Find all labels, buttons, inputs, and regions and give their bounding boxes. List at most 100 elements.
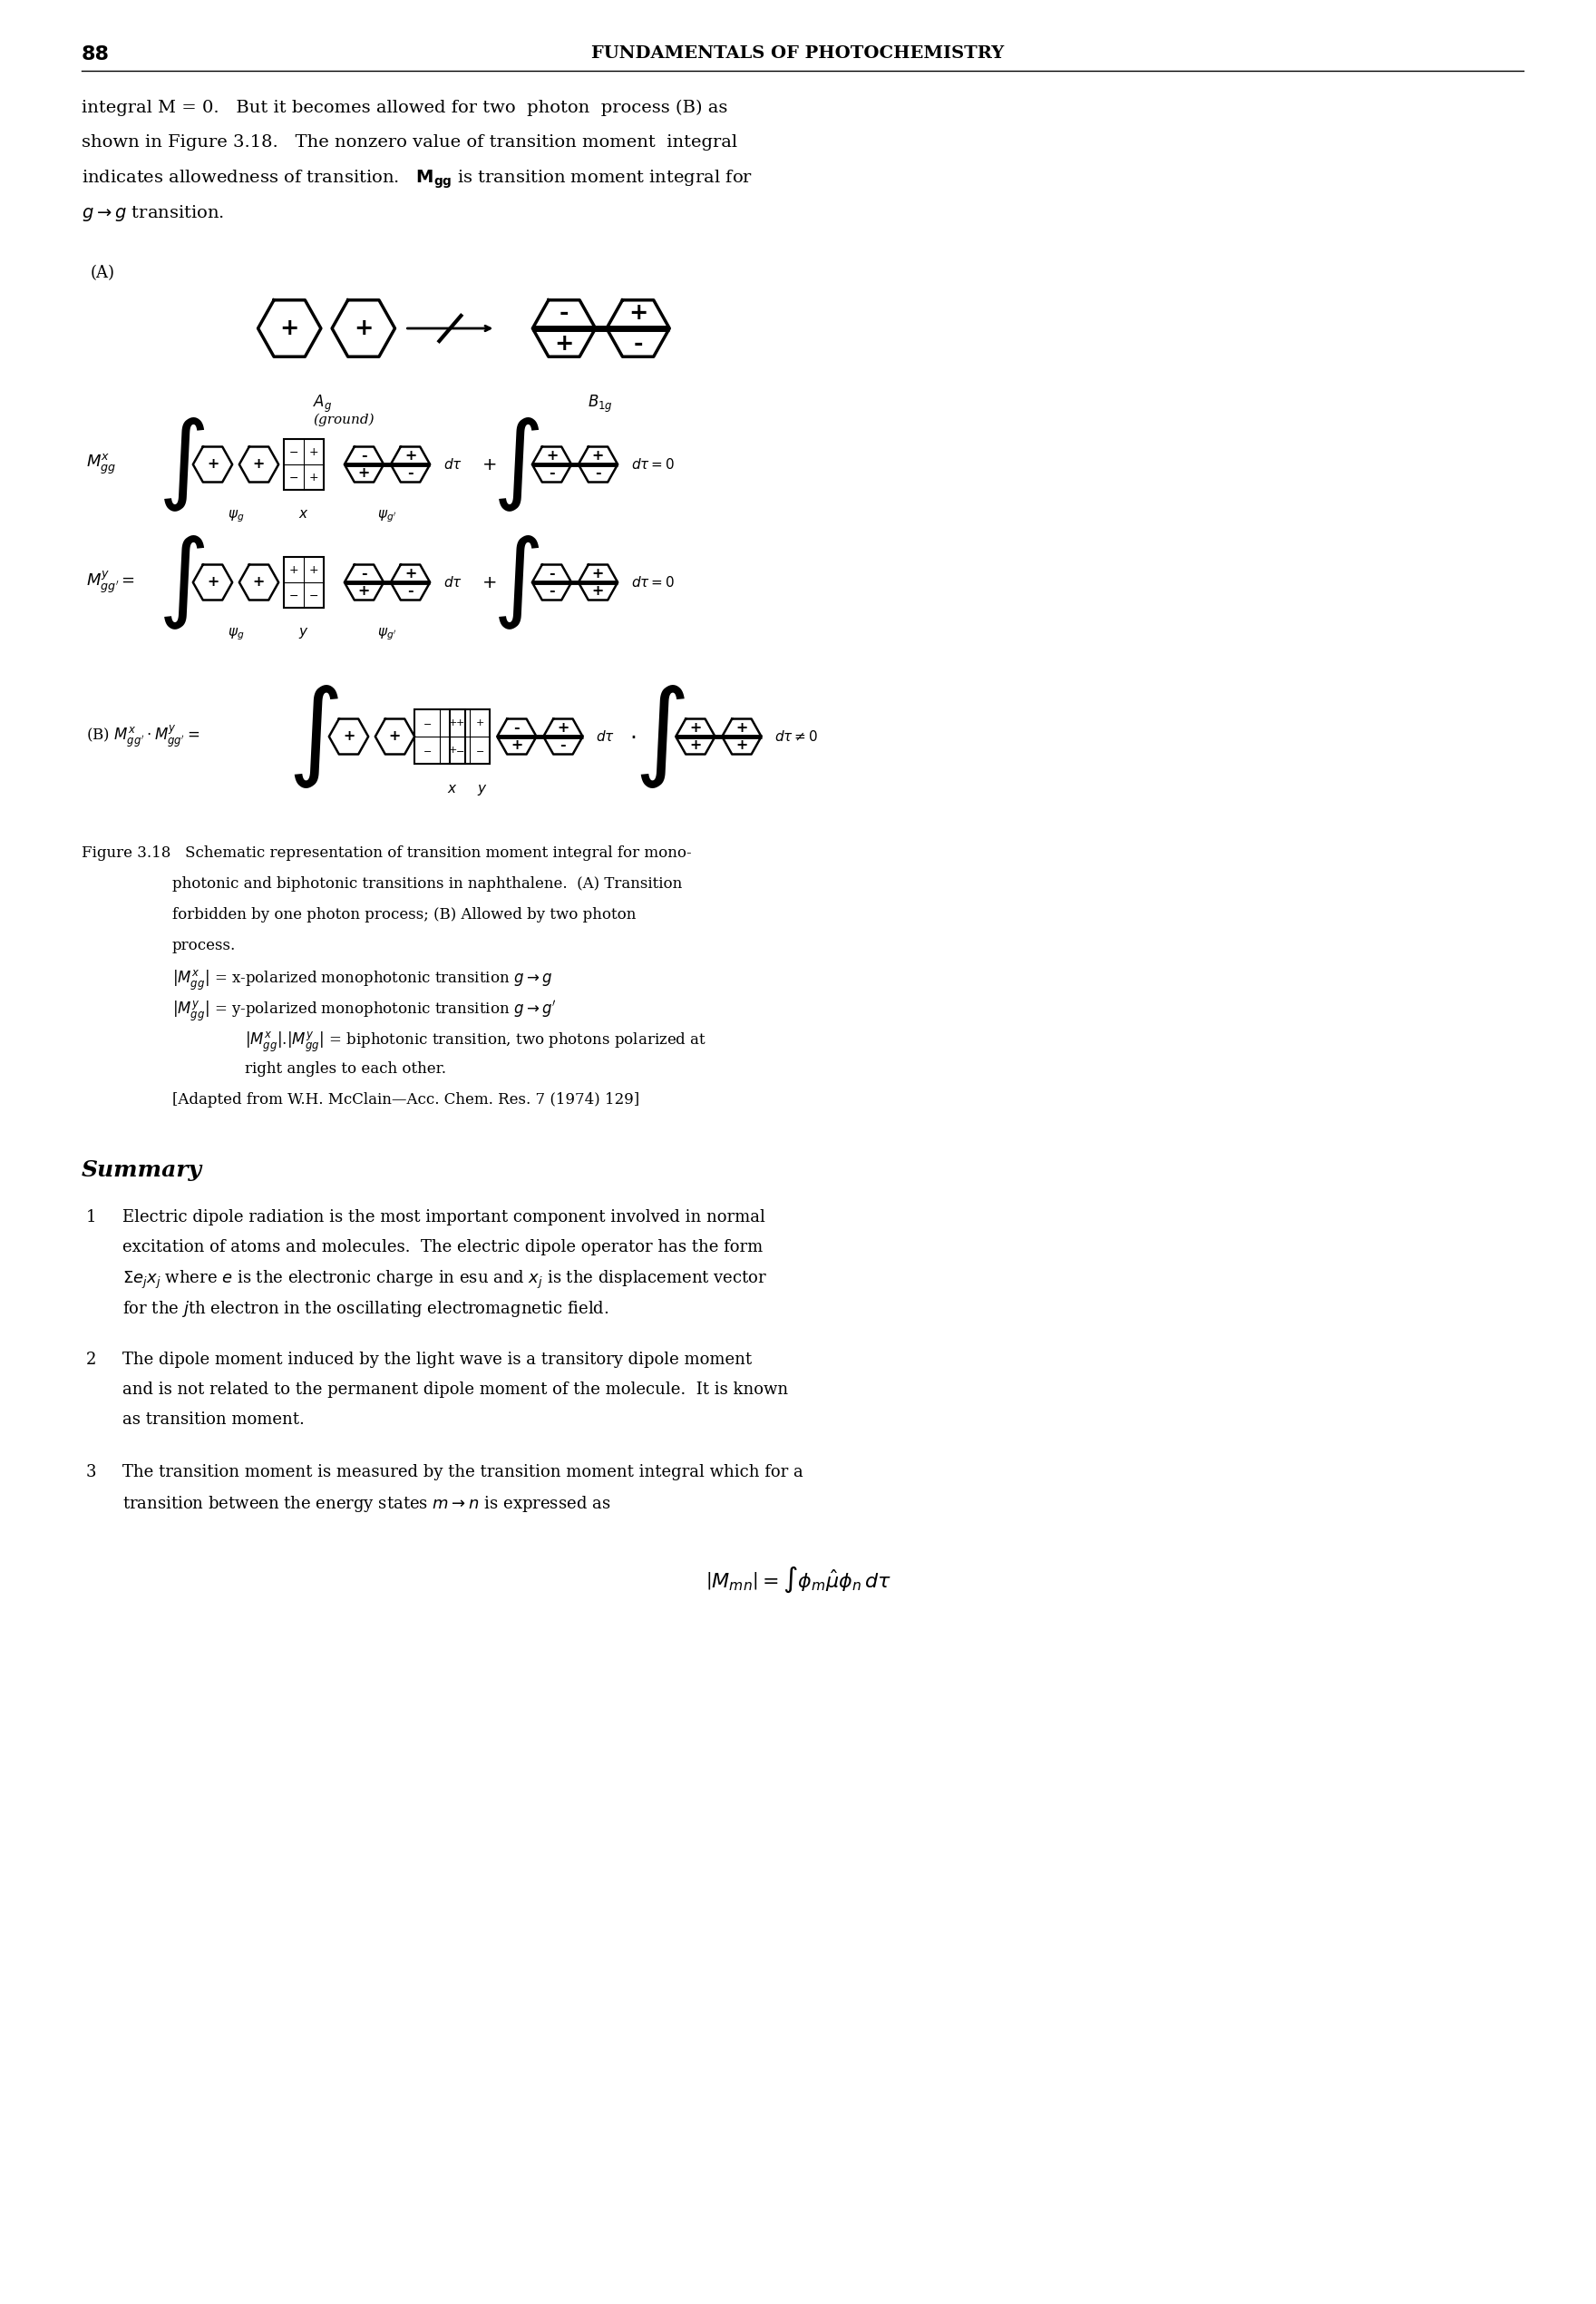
Text: The dipole moment induced by the light wave is a transitory dipole moment: The dipole moment induced by the light w… bbox=[123, 1352, 752, 1369]
Text: $d\tau$: $d\tau$ bbox=[444, 456, 463, 472]
Text: +: + bbox=[343, 730, 354, 744]
Text: $+$: $+$ bbox=[308, 447, 319, 458]
Text: +: + bbox=[554, 334, 573, 355]
Text: (A): (A) bbox=[91, 265, 115, 281]
Text: +: + bbox=[358, 465, 370, 479]
Text: +: + bbox=[206, 576, 219, 590]
Text: -: - bbox=[361, 567, 367, 581]
Text: and is not related to the permanent dipole moment of the molecule.  It is known: and is not related to the permanent dipo… bbox=[123, 1382, 788, 1399]
Text: $-$: $-$ bbox=[423, 719, 431, 728]
Text: $+$: $+$ bbox=[308, 472, 319, 484]
Text: $\int$: $\int$ bbox=[492, 415, 539, 514]
Text: +: + bbox=[404, 449, 417, 463]
Text: +: + bbox=[354, 318, 373, 339]
Text: $\left| M_{mn} \right| = \int \phi_m \hat{\mu} \phi_n \, d\tau$: $\left| M_{mn} \right| = \int \phi_m \ha… bbox=[705, 1564, 891, 1594]
Text: $+$: $+$ bbox=[289, 564, 298, 576]
Text: indicates allowedness of transition.   $\mathbf{M_{gg}}$ is transition moment in: indicates allowedness of transition. $\m… bbox=[81, 168, 753, 191]
Text: -: - bbox=[407, 585, 413, 599]
Text: -: - bbox=[559, 302, 568, 323]
Text: $d\tau = 0$: $d\tau = 0$ bbox=[630, 456, 675, 472]
Text: -: - bbox=[549, 585, 555, 599]
Text: [Adapted from W.H. McClain—Acc. Chem. Res. 7 (1974) 129]: [Adapted from W.H. McClain—Acc. Chem. Re… bbox=[172, 1092, 640, 1108]
Text: (B) $M^x_{gg'} \cdot M^y_{gg'}=$: (B) $M^x_{gg'} \cdot M^y_{gg'}=$ bbox=[86, 723, 200, 749]
Text: $-$: $-$ bbox=[455, 746, 464, 756]
Text: (ground): (ground) bbox=[313, 415, 373, 426]
Text: +: + bbox=[557, 721, 570, 735]
Text: $\int$: $\int$ bbox=[492, 535, 539, 631]
Text: The transition moment is measured by the transition moment integral which for a: The transition moment is measured by the… bbox=[123, 1463, 803, 1481]
Text: for the $j$th electron in the oscillating electromagnetic field.: for the $j$th electron in the oscillatin… bbox=[123, 1299, 610, 1318]
Text: $+$: $+$ bbox=[448, 719, 456, 728]
Text: $+$: $+$ bbox=[482, 574, 496, 590]
Text: $-$: $-$ bbox=[289, 447, 298, 458]
Text: -: - bbox=[514, 721, 520, 735]
Text: $A_g$: $A_g$ bbox=[313, 394, 332, 415]
Text: $\Sigma e_j x_j$ where $e$ is the electronic charge in esu and $x_j$ is the disp: $\Sigma e_j x_j$ where $e$ is the electr… bbox=[123, 1270, 768, 1290]
Text: $-$: $-$ bbox=[289, 590, 298, 601]
Text: forbidden by one photon process; (B) Allowed by two photon: forbidden by one photon process; (B) All… bbox=[172, 908, 637, 922]
Text: $|M^y_{gg}|$ = y-polarized monophotonic transition $g \rightarrow g'$: $|M^y_{gg}|$ = y-polarized monophotonic … bbox=[172, 1000, 557, 1025]
Text: $-$: $-$ bbox=[308, 590, 319, 601]
Text: 88: 88 bbox=[81, 46, 110, 65]
Text: $\int$: $\int$ bbox=[158, 535, 204, 631]
Text: +: + bbox=[592, 449, 603, 463]
Text: $B_{1g}$: $B_{1g}$ bbox=[587, 394, 613, 415]
Text: -: - bbox=[549, 567, 555, 581]
Text: 2: 2 bbox=[86, 1352, 96, 1369]
Text: $g \rightarrow g$ transition.: $g \rightarrow g$ transition. bbox=[81, 203, 223, 223]
Text: +: + bbox=[629, 302, 648, 323]
Text: $d\tau$: $d\tau$ bbox=[444, 576, 463, 590]
Text: -: - bbox=[361, 449, 367, 463]
Text: as transition moment.: as transition moment. bbox=[123, 1412, 305, 1428]
Text: +: + bbox=[252, 458, 265, 472]
Text: +: + bbox=[404, 567, 417, 581]
Text: +: + bbox=[511, 740, 523, 751]
Bar bbox=[284, 440, 324, 491]
Text: $\cdot$: $\cdot$ bbox=[629, 726, 635, 746]
Text: shown in Figure 3.18.   The nonzero value of transition moment  integral: shown in Figure 3.18. The nonzero value … bbox=[81, 134, 737, 150]
Text: -: - bbox=[407, 465, 413, 479]
Text: $\int$: $\int$ bbox=[287, 682, 338, 790]
Text: right angles to each other.: right angles to each other. bbox=[244, 1062, 447, 1076]
Text: $M^y_{gg'}=$: $M^y_{gg'}=$ bbox=[86, 569, 136, 594]
Text: -: - bbox=[560, 740, 567, 751]
Bar bbox=[284, 558, 324, 608]
Text: $\psi_g$: $\psi_g$ bbox=[228, 507, 244, 523]
Text: $\psi_{g'}$: $\psi_{g'}$ bbox=[378, 627, 397, 643]
Text: +: + bbox=[592, 567, 603, 581]
Text: +: + bbox=[389, 730, 401, 744]
Text: $+$: $+$ bbox=[482, 456, 496, 472]
Text: Electric dipole radiation is the most important component involved in normal: Electric dipole radiation is the most im… bbox=[123, 1210, 764, 1226]
Text: $+$: $+$ bbox=[455, 719, 464, 728]
Text: process.: process. bbox=[172, 938, 236, 954]
Text: $-$: $-$ bbox=[289, 472, 298, 484]
Text: +: + bbox=[736, 740, 747, 751]
Text: $x$: $x$ bbox=[447, 783, 458, 795]
Text: $-$: $-$ bbox=[423, 746, 431, 756]
Text: $d\tau \neq 0$: $d\tau \neq 0$ bbox=[774, 730, 819, 744]
Text: transition between the energy states $m \rightarrow n$ is expressed as: transition between the energy states $m … bbox=[123, 1493, 611, 1514]
Text: $d\tau$: $d\tau$ bbox=[597, 730, 614, 744]
Text: $x$: $x$ bbox=[298, 507, 310, 521]
Text: +: + bbox=[279, 318, 298, 339]
Text: +: + bbox=[206, 458, 219, 472]
Text: +: + bbox=[689, 740, 702, 751]
Text: $M^x_{gg}$: $M^x_{gg}$ bbox=[86, 452, 117, 477]
Text: $\psi_g$: $\psi_g$ bbox=[228, 627, 244, 643]
Text: -: - bbox=[549, 465, 555, 479]
Text: $|M^x_{gg}|$ = x-polarized monophotonic transition $g \rightarrow g$: $|M^x_{gg}|$ = x-polarized monophotonic … bbox=[172, 968, 552, 993]
Text: 1: 1 bbox=[86, 1210, 97, 1226]
Text: +: + bbox=[252, 576, 265, 590]
Text: 3: 3 bbox=[86, 1463, 97, 1481]
Text: FUNDAMENTALS OF PHOTOCHEMISTRY: FUNDAMENTALS OF PHOTOCHEMISTRY bbox=[592, 46, 1004, 62]
Text: +: + bbox=[689, 721, 702, 735]
Text: -: - bbox=[634, 334, 643, 355]
Text: $y$: $y$ bbox=[298, 627, 310, 641]
Text: $+$: $+$ bbox=[308, 564, 319, 576]
Text: +: + bbox=[358, 585, 370, 599]
Text: $|M^x_{gg}|$.$|M^y_{gg}|$ = biphotonic transition, two photons polarized at: $|M^x_{gg}|$.$|M^y_{gg}|$ = biphotonic t… bbox=[244, 1030, 707, 1055]
Text: Figure 3.18   Schematic representation of transition moment integral for mono-: Figure 3.18 Schematic representation of … bbox=[81, 846, 691, 862]
Text: +: + bbox=[736, 721, 747, 735]
Text: $\int$: $\int$ bbox=[634, 682, 685, 790]
Text: $\psi_{g'}$: $\psi_{g'}$ bbox=[378, 507, 397, 523]
